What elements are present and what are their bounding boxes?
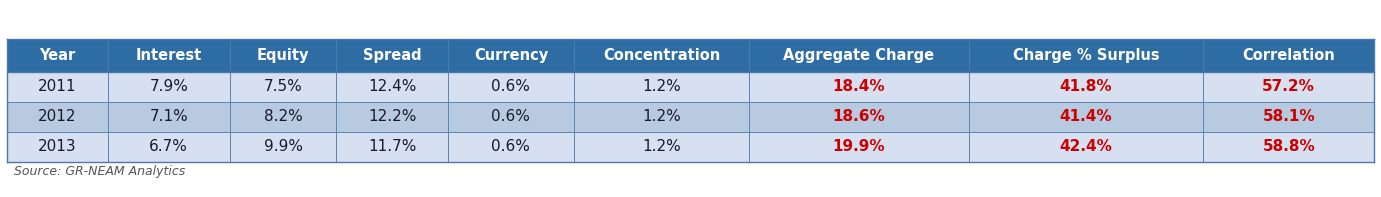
Bar	[229, 132, 337, 162]
Text: 18.4%: 18.4%	[833, 79, 885, 94]
Bar	[337, 72, 447, 102]
Text: 1.2%: 1.2%	[642, 139, 681, 154]
Bar	[447, 72, 574, 102]
Bar	[447, 132, 574, 162]
Bar	[447, 102, 574, 132]
Text: 1.2%: 1.2%	[642, 109, 681, 124]
Bar	[229, 102, 337, 132]
Text: 9.9%: 9.9%	[264, 139, 302, 154]
Bar	[574, 39, 749, 72]
Text: Interest: Interest	[135, 48, 202, 63]
Bar	[749, 132, 969, 162]
Text: 58.8%: 58.8%	[1262, 139, 1315, 154]
Bar	[7, 132, 108, 162]
Text: 12.4%: 12.4%	[367, 79, 416, 94]
Text: Charge % Surplus: Charge % Surplus	[1012, 48, 1160, 63]
Text: 58.1%: 58.1%	[1262, 109, 1315, 124]
Text: 0.6%: 0.6%	[492, 79, 530, 94]
Text: Correlation: Correlation	[1243, 48, 1335, 63]
Bar	[1203, 132, 1374, 162]
Bar	[574, 72, 749, 102]
Text: Equity: Equity	[257, 48, 309, 63]
Text: 8.2%: 8.2%	[264, 109, 302, 124]
Text: 7.5%: 7.5%	[264, 79, 302, 94]
Bar	[1203, 102, 1374, 132]
Text: Year: Year	[39, 48, 76, 63]
Text: 6.7%: 6.7%	[149, 139, 188, 154]
Bar	[447, 39, 574, 72]
Bar	[229, 39, 337, 72]
Bar	[7, 39, 108, 72]
Text: 41.4%: 41.4%	[1059, 109, 1113, 124]
Text: 19.9%: 19.9%	[833, 139, 885, 154]
Text: 18.6%: 18.6%	[833, 109, 885, 124]
Bar	[108, 72, 229, 102]
Bar	[108, 39, 229, 72]
Bar	[337, 39, 447, 72]
Text: Aggregate Charge: Aggregate Charge	[783, 48, 935, 63]
Text: 42.4%: 42.4%	[1059, 139, 1113, 154]
Bar	[574, 132, 749, 162]
Bar	[108, 132, 229, 162]
Text: 41.8%: 41.8%	[1059, 79, 1113, 94]
Text: 7.1%: 7.1%	[149, 109, 188, 124]
Text: 0.6%: 0.6%	[492, 139, 530, 154]
Text: 12.2%: 12.2%	[367, 109, 416, 124]
Text: 11.7%: 11.7%	[367, 139, 416, 154]
Text: 57.2%: 57.2%	[1262, 79, 1315, 94]
Bar	[337, 132, 447, 162]
Bar	[574, 102, 749, 132]
Text: 0.6%: 0.6%	[492, 109, 530, 124]
Text: 7.9%: 7.9%	[149, 79, 188, 94]
Bar	[969, 102, 1203, 132]
Text: Concentration: Concentration	[603, 48, 720, 63]
Bar	[1203, 72, 1374, 102]
Text: 2012: 2012	[39, 109, 76, 124]
Text: 2011: 2011	[39, 79, 76, 94]
Bar	[7, 102, 108, 132]
Bar	[749, 72, 969, 102]
Bar	[749, 39, 969, 72]
Bar	[108, 102, 229, 132]
Bar	[749, 102, 969, 132]
Text: 1.2%: 1.2%	[642, 79, 681, 94]
Bar	[969, 39, 1203, 72]
Text: Currency: Currency	[474, 48, 548, 63]
Bar	[1203, 39, 1374, 72]
Text: Source: GR-NEAM Analytics: Source: GR-NEAM Analytics	[14, 165, 185, 178]
Bar	[7, 72, 108, 102]
Bar	[969, 72, 1203, 102]
Text: 2013: 2013	[39, 139, 77, 154]
Bar	[969, 132, 1203, 162]
Text: Spread: Spread	[363, 48, 421, 63]
Bar	[229, 72, 337, 102]
Bar	[337, 102, 447, 132]
